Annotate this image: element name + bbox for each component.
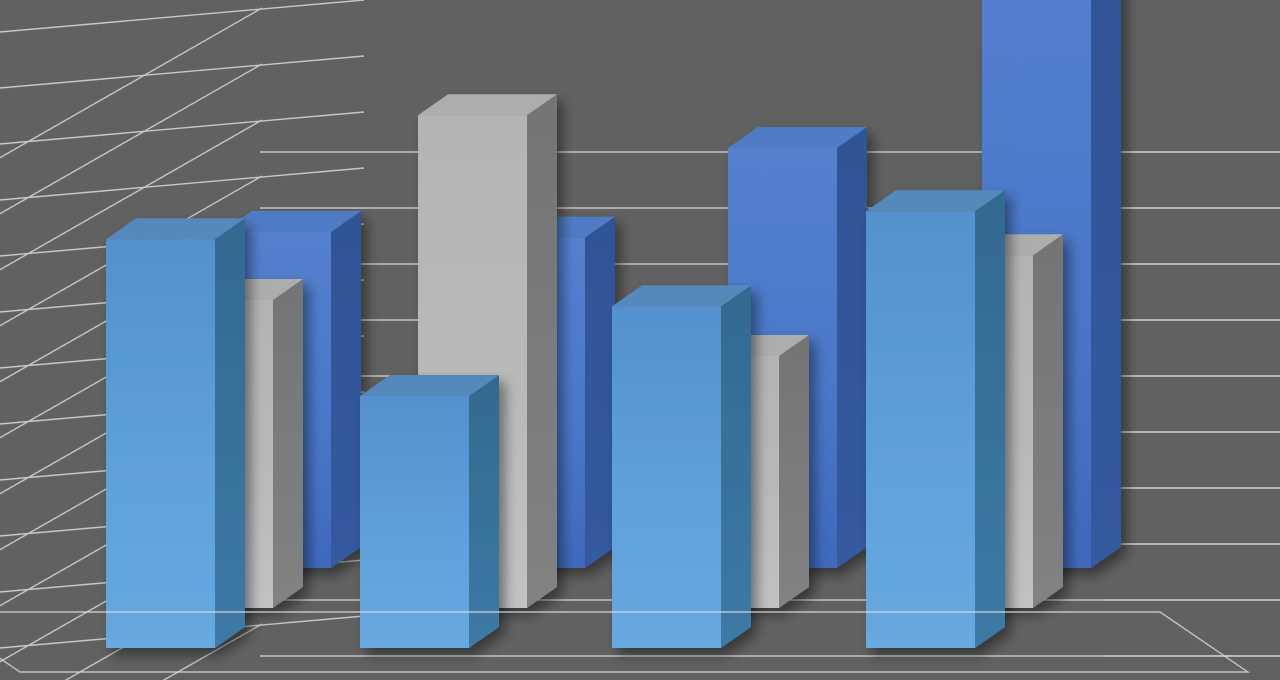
bar-side-face <box>837 127 867 568</box>
bar-side-face <box>779 335 809 608</box>
bar-side-face <box>215 218 245 648</box>
bar-front-face <box>612 306 721 648</box>
bar-top-face <box>728 127 867 148</box>
bar-side-face <box>585 216 615 568</box>
gridline-depth-left <box>0 119 263 271</box>
bar-3d[interactable] <box>360 375 499 648</box>
gridline-depth <box>0 111 365 145</box>
bar-top-face <box>612 285 751 307</box>
gridline-depth <box>0 0 365 33</box>
gridline-depth-left <box>0 63 263 215</box>
bar-top-face <box>866 190 1005 212</box>
gridline-depth-left <box>162 623 263 680</box>
bar-3d[interactable] <box>106 218 245 648</box>
gridline-depth <box>0 167 365 201</box>
bar-side-face <box>527 94 557 608</box>
bar-side-face <box>1033 234 1063 608</box>
bar-3d[interactable] <box>866 190 1005 648</box>
bar-side-face <box>331 211 361 568</box>
floor-polygon <box>0 611 1251 673</box>
bar-side-face <box>1091 0 1121 568</box>
bar-side-face <box>273 279 303 608</box>
bar-top-face <box>360 375 499 396</box>
bar-side-face <box>975 190 1005 648</box>
gridline-depth-left <box>0 7 263 159</box>
bar-front-face <box>106 239 215 648</box>
bar-side-face <box>721 285 751 648</box>
bar-top-face <box>418 94 557 116</box>
gridline-depth <box>0 55 365 89</box>
bar-front-face <box>866 211 975 648</box>
bar-3d[interactable] <box>612 285 751 648</box>
bar-front-face <box>360 396 469 648</box>
bar-top-face <box>222 211 361 232</box>
bar-top-face <box>106 218 245 240</box>
bar-side-face <box>469 375 499 648</box>
